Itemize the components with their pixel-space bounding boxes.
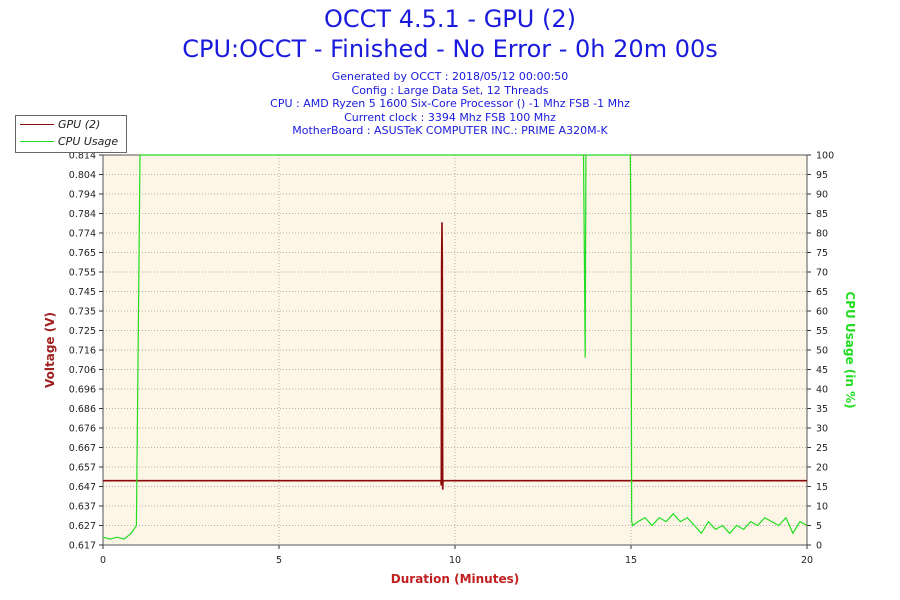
y2-tick-label: 20 <box>816 463 828 474</box>
y-tick-label: 0.706 <box>69 365 96 376</box>
info-generated: Generated by OCCT : 2018/05/12 00:00:50 <box>331 70 569 83</box>
x-tick-label: 10 <box>449 555 461 566</box>
y2-tick-label: 10 <box>816 502 828 513</box>
info-cpu: CPU : AMD Ryzen 5 1600 Six-Core Processo… <box>270 97 630 110</box>
y2-tick-label: 65 <box>816 287 828 298</box>
y2-tick-label: 50 <box>816 346 828 357</box>
y2-tick-label: 25 <box>816 443 828 454</box>
x-tick-label: 5 <box>276 555 282 566</box>
y2-tick-label: 35 <box>816 404 828 415</box>
y-tick-label: 0.755 <box>69 268 96 279</box>
y-axis-label: Voltage (V) <box>43 312 57 388</box>
y2-tick-label: 60 <box>816 307 828 318</box>
y-tick-label: 0.627 <box>69 521 96 532</box>
y2-axis-label: CPU Usage (in %) <box>843 291 857 408</box>
chart-title: OCCT 4.5.1 - GPU (2) <box>324 5 576 33</box>
y-tick-label: 0.814 <box>69 151 96 162</box>
y2-tick-label: 40 <box>816 385 828 396</box>
y-tick-label: 0.745 <box>69 287 96 298</box>
y-tick-label: 0.667 <box>69 443 96 454</box>
y-tick-label: 0.686 <box>69 404 96 415</box>
x-tick-label: 15 <box>625 555 637 566</box>
series-line-gpu <box>103 222 807 490</box>
y-tick-label: 0.774 <box>69 229 96 240</box>
info-config: Config : Large Data Set, 12 Threads <box>351 83 549 97</box>
y-tick-label: 0.735 <box>69 307 96 318</box>
y-tick-label: 0.784 <box>69 209 96 220</box>
y2-tick-label: 95 <box>816 170 828 181</box>
y-tick-label: 0.716 <box>69 346 96 357</box>
series-line-cpu <box>102 154 808 540</box>
y-tick-label: 0.647 <box>69 482 96 493</box>
y-tick-label: 0.725 <box>69 326 96 337</box>
y-tick-label: 0.676 <box>69 424 96 435</box>
legend: GPU (2) CPU Usage <box>15 115 127 153</box>
y2-tick-label: 100 <box>816 151 834 162</box>
y2-tick-label: 75 <box>816 248 828 259</box>
legend-label-cpu: CPU Usage <box>58 135 119 148</box>
y2-tick-label: 90 <box>816 190 828 201</box>
legend-item-cpu: CPU Usage <box>16 134 126 150</box>
x-axis-label: Duration (Minutes) <box>391 572 519 586</box>
y-tick-label: 0.637 <box>69 502 96 513</box>
info-clock: Current clock : 3394 Mhz FSB 100 Mhz <box>344 110 556 124</box>
y-tick-label: 0.696 <box>69 385 96 396</box>
y-tick-label: 0.804 <box>69 170 96 181</box>
y2-tick-label: 80 <box>816 229 828 240</box>
x-tick-label: 20 <box>801 555 813 566</box>
info-motherboard: MotherBoard : ASUSTeK COMPUTER INC.: PRI… <box>292 124 608 137</box>
y2-tick-label: 30 <box>816 424 828 435</box>
y-tick-label: 0.794 <box>69 190 96 201</box>
y2-tick-label: 45 <box>816 365 828 376</box>
y2-tick-label: 85 <box>816 209 828 220</box>
y-tick-label: 0.617 <box>69 541 96 552</box>
y2-tick-label: 0 <box>816 541 822 552</box>
y2-tick-label: 70 <box>816 268 828 279</box>
y2-tick-label: 55 <box>816 326 828 337</box>
y2-tick-label: 15 <box>816 482 828 493</box>
y-tick-label: 0.765 <box>69 248 96 259</box>
chart-subtitle: CPU:OCCT - Finished - No Error - 0h 20m … <box>182 35 718 63</box>
y2-tick-label: 5 <box>816 521 822 532</box>
legend-swatch-cpu <box>20 141 54 142</box>
y-tick-label: 0.657 <box>69 463 96 474</box>
x-tick-label: 0 <box>100 555 106 566</box>
legend-item-gpu: GPU (2) <box>16 117 126 133</box>
legend-swatch-gpu <box>20 124 54 125</box>
legend-label-gpu: GPU (2) <box>58 118 101 131</box>
